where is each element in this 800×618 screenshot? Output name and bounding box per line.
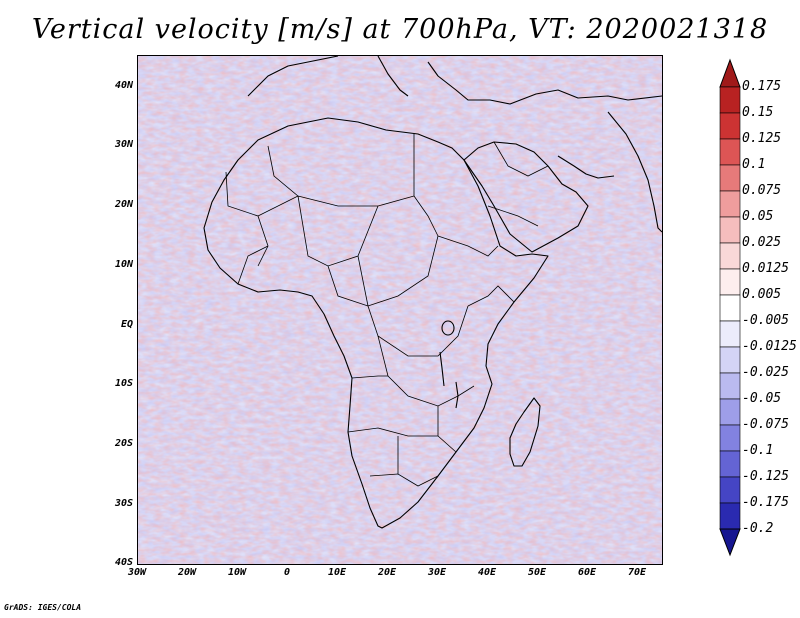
x-label-50e: 50E bbox=[527, 567, 547, 578]
colorbar-swatch-2 bbox=[719, 112, 741, 140]
map-plot-area bbox=[137, 55, 663, 565]
country-borders bbox=[225, 134, 549, 487]
grads-credit: GrADS: IGES/COLA bbox=[4, 603, 82, 612]
y-label-40n: 40N bbox=[114, 80, 133, 91]
colorbar-swatch-min-arrow bbox=[719, 528, 741, 557]
colorbar-swatch-7 bbox=[719, 242, 741, 270]
colorbar-label-17: -0.2 bbox=[742, 521, 774, 536]
ascending-motion-texture bbox=[138, 56, 662, 564]
x-label-40e: 40E bbox=[477, 567, 497, 578]
europe-coastline bbox=[247, 56, 662, 105]
colorbar-swatch-13 bbox=[719, 398, 741, 426]
y-label-20s: 20S bbox=[114, 438, 133, 449]
colorbar-swatch-8 bbox=[719, 268, 741, 296]
colorbar-label-2: 0.125 bbox=[742, 131, 782, 146]
africa-coastline bbox=[203, 117, 549, 529]
x-label-0: 0 bbox=[283, 567, 291, 578]
lake-tanganyika bbox=[439, 351, 445, 387]
arabian-peninsula-coastline bbox=[463, 141, 589, 253]
colorbar-swatch-1 bbox=[719, 86, 741, 114]
y-label-30n: 30N bbox=[114, 139, 133, 150]
colorbar-label-8: 0.005 bbox=[742, 287, 782, 302]
x-label-20w: 20W bbox=[177, 567, 197, 578]
map-title: Vertical velocity [m/s] at 700hPa, VT: 2… bbox=[31, 14, 769, 45]
colorbar-label-6: 0.025 bbox=[742, 235, 782, 250]
colorbar-swatch-11 bbox=[719, 346, 741, 374]
colorbar-label-9: -0.005 bbox=[742, 313, 789, 328]
y-label-20n: 20N bbox=[114, 199, 133, 210]
y-label-10n: 10N bbox=[114, 259, 133, 270]
colorbar-swatch-12 bbox=[719, 372, 741, 400]
x-label-10w: 10W bbox=[227, 567, 247, 578]
colorbar-label-4: 0.075 bbox=[742, 183, 782, 198]
colorbar-swatch-14 bbox=[719, 424, 741, 452]
colorbar-label-1: 0.15 bbox=[742, 105, 774, 120]
velocity-field-svg bbox=[138, 56, 662, 564]
colorbar-label-12: -0.05 bbox=[742, 391, 782, 406]
colorbar-swatch-15 bbox=[719, 450, 741, 478]
colorbar-swatch-max-arrow bbox=[719, 58, 741, 88]
colorbar-swatch-4 bbox=[719, 164, 741, 192]
persian-gulf-coastline bbox=[557, 155, 615, 179]
y-label-eq: EQ bbox=[120, 319, 133, 330]
colorbar-swatch-6 bbox=[719, 216, 741, 244]
colorbar-swatch-17 bbox=[719, 502, 741, 530]
colorbar-label-7: 0.0125 bbox=[742, 261, 789, 276]
coastlines bbox=[203, 56, 662, 529]
colorbar-label-0: 0.175 bbox=[742, 79, 782, 94]
colorbar-label-13: -0.075 bbox=[742, 417, 789, 432]
colorbar-label-14: -0.1 bbox=[742, 443, 774, 458]
lake-malawi bbox=[455, 381, 459, 409]
colorbar-label-10: -0.0125 bbox=[742, 339, 797, 354]
y-label-10s: 10S bbox=[114, 378, 133, 389]
colorbar-label-15: -0.125 bbox=[742, 469, 789, 484]
x-label-30e: 30E bbox=[427, 567, 447, 578]
colorbar-label-3: 0.1 bbox=[742, 157, 766, 172]
x-label-20e: 20E bbox=[377, 567, 397, 578]
x-label-70e: 70E bbox=[627, 567, 647, 578]
colorbar-label-5: 0.05 bbox=[742, 209, 774, 224]
y-label-40s: 40S bbox=[114, 557, 133, 568]
colorbar bbox=[719, 58, 741, 557]
colorbar-label-11: -0.025 bbox=[742, 365, 789, 380]
colorbar-swatch-3 bbox=[719, 138, 741, 166]
x-label-10e: 10E bbox=[327, 567, 347, 578]
colorbar-swatch-16 bbox=[719, 476, 741, 504]
y-label-30s: 30S bbox=[114, 498, 133, 509]
colorbar-label-16: -0.175 bbox=[742, 495, 789, 510]
colorbar-swatch-9 bbox=[719, 294, 741, 322]
lakes bbox=[439, 320, 459, 409]
lake-victoria bbox=[441, 320, 455, 336]
colorbar-swatch-10 bbox=[719, 320, 741, 348]
colorbar-swatch-5 bbox=[719, 190, 741, 218]
madagascar-coastline bbox=[509, 397, 541, 467]
x-label-60e: 60E bbox=[577, 567, 597, 578]
x-label-30w: 30W bbox=[127, 567, 147, 578]
india-coastline bbox=[607, 111, 662, 233]
